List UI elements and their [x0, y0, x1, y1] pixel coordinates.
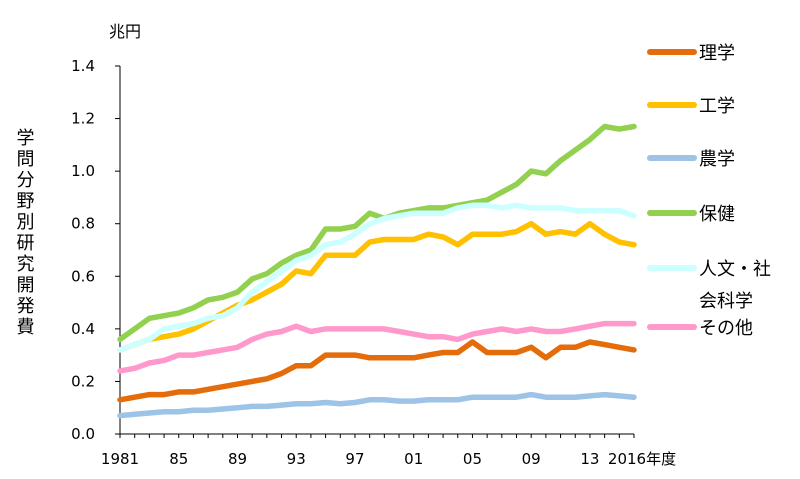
series-line-3	[117, 123, 637, 343]
x-tick-label: 2016年度	[608, 450, 676, 468]
y-tick-label: 0.4	[71, 320, 95, 338]
y-tick-label: 1.4	[71, 57, 95, 75]
series-line-1	[117, 220, 637, 353]
y-tick-label: 0.2	[71, 372, 95, 390]
series-line-2	[117, 391, 637, 419]
x-ticks: 1981 85 89 93 97 01 05 09 13 2016年度	[101, 434, 676, 468]
legend-label-4: 人文・社	[699, 259, 771, 280]
y-tick-label: 0.6	[71, 267, 95, 285]
legend-label-2: 農学	[699, 149, 735, 170]
x-tick-label: 85	[169, 450, 188, 468]
series-lines	[117, 123, 637, 419]
y-tick-label: 0.0	[71, 425, 95, 443]
x-tick-label: 97	[345, 450, 364, 468]
series-line-0	[117, 339, 637, 403]
x-tick-label: 93	[287, 450, 306, 468]
y-tick-label: 1.2	[71, 110, 95, 128]
legend-label-1: 工学	[699, 96, 735, 117]
x-tick-label: 13	[580, 450, 599, 468]
y-tick-label: 1.0	[71, 162, 95, 180]
x-tick-label: 01	[404, 450, 423, 468]
y-axis-title: 学問分野別研究開発費	[14, 128, 35, 338]
y-tick-label: 0.8	[71, 215, 95, 233]
legend-label-0: 理学	[699, 43, 735, 64]
x-tick-label: 89	[228, 450, 247, 468]
x-tick-label: 1981	[101, 450, 139, 468]
legend-label-5: その他	[699, 318, 753, 339]
legend-label-3: 保健	[699, 204, 735, 225]
x-tick-label: 09	[522, 450, 541, 468]
series-line-4	[117, 202, 637, 353]
series-line-5	[117, 320, 637, 374]
legend-label-4: 会科学	[699, 291, 753, 312]
y-ticks: 0.0 0.2 0.4 0.6 0.8 1.0 1.2 1.4	[71, 57, 120, 443]
y-unit-label: 兆円	[109, 22, 141, 41]
x-tick-label: 05	[463, 450, 482, 468]
